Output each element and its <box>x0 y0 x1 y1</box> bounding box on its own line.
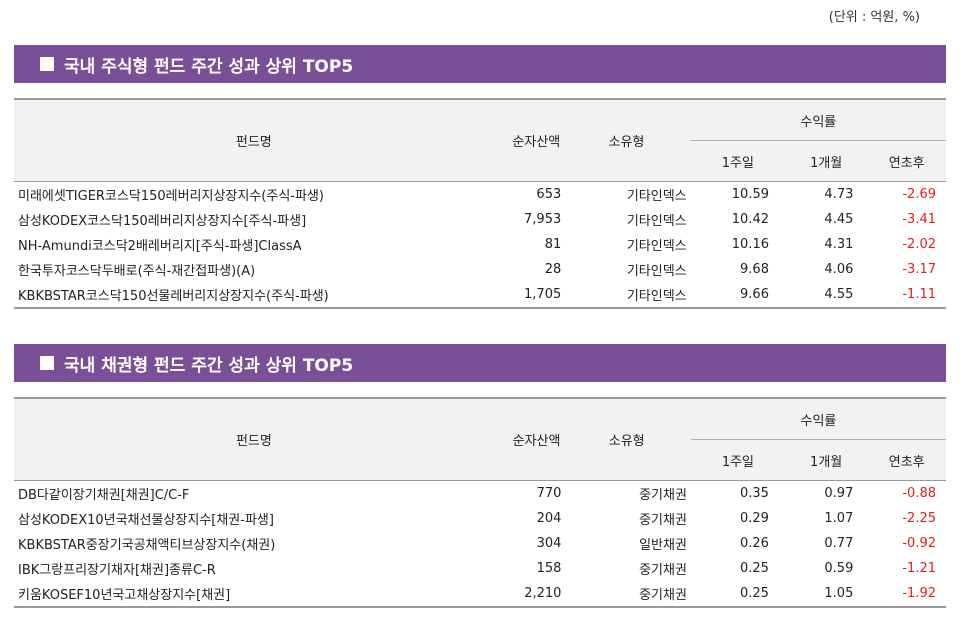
return-1month: 4.73 <box>824 187 854 202</box>
net-assets: 158 <box>536 561 562 576</box>
subtype: 기타인덱스 <box>626 264 687 279</box>
header-subtype: 소유형 <box>561 398 691 481</box>
subtype: 중기채권 <box>639 563 687 578</box>
table-row: IBK그랑프리장기채자[채권]종류C-R 158 중기채권 0.25 0.59 … <box>14 556 946 581</box>
subtype: 중기채권 <box>561 581 691 608</box>
return-ytd: -2.69 <box>902 187 936 202</box>
net-assets: 770 <box>536 486 562 501</box>
return-1week: 0.29 <box>739 511 769 526</box>
subtype: 중기채권 <box>639 488 687 503</box>
return-ytd: -3.41 <box>902 212 936 227</box>
net-assets: 28 <box>544 262 562 277</box>
header-returns: 수익률 <box>690 398 946 440</box>
return-1month: 1.05 <box>784 581 868 608</box>
unit-label: (단위 : 억원, %) <box>828 10 920 25</box>
subtype: 일반채권 <box>639 538 687 553</box>
subtype: 기타인덱스 <box>626 189 687 204</box>
section-title: 국내 채권형 펀드 주간 성과 상위 TOP5 <box>64 355 354 376</box>
equity-fund-section: 국내 주식형 펀드 주간 성과 상위 TOP5 펀드명 순자산액 소유형 수익률… <box>14 45 946 309</box>
return-1month: 1.07 <box>824 511 854 526</box>
net-assets: 204 <box>536 511 562 526</box>
return-1week: 0.25 <box>739 561 769 576</box>
fund-table: 펀드명 순자산액 소유형 수익률 1주일 1개월 연초후 미래에셋TIGER코스… <box>14 98 946 309</box>
fund-name: KBKBSTAR코스닥150선물레버리지상장지수(주식-파생) <box>14 282 491 309</box>
return-1week: 0.25 <box>690 581 785 608</box>
return-1week: 10.16 <box>731 237 769 252</box>
table-row: 한국투자코스닥두배로(주식-재간접파생)(A) 28 기타인덱스 9.68 4.… <box>14 257 946 282</box>
fund-name: KBKBSTAR중장기국공채액티브상장지수(채권) <box>18 538 276 553</box>
fund-name: 키움KOSEF10년국고채상장지수[채권] <box>14 581 491 608</box>
fund-name: IBK그랑프리장기채자[채권]종류C-R <box>18 563 216 578</box>
header-fund-name: 펀드명 <box>14 398 491 481</box>
fund-name: NH-Amundi코스닥2배레버리지[주식-파생]ClassA <box>18 239 302 254</box>
table-row: 키움KOSEF10년국고채상장지수[채권] 2,210 중기채권 0.25 1.… <box>14 581 946 608</box>
return-ytd: -0.92 <box>902 536 936 551</box>
header-ytd: 연초후 <box>867 439 946 481</box>
fund-name: DB다같이장기채권[채권]C/C-F <box>18 488 190 503</box>
header-1month: 1개월 <box>784 439 868 481</box>
square-bullet-icon <box>40 356 54 370</box>
return-ytd: -3.17 <box>902 262 936 277</box>
header-1week: 1주일 <box>690 439 785 481</box>
section-banner: 국내 주식형 펀드 주간 성과 상위 TOP5 <box>14 45 946 83</box>
net-assets: 81 <box>544 237 562 252</box>
return-1week: 9.68 <box>740 262 769 277</box>
table-row: 삼성KODEX10년국채선물상장지수[채권-파생] 204 중기채권 0.29 … <box>14 506 946 531</box>
return-ytd: -1.11 <box>867 282 946 309</box>
net-assets: 304 <box>536 536 562 551</box>
header-fund-name: 펀드명 <box>14 99 491 182</box>
header-returns: 수익률 <box>690 99 946 141</box>
table-row: 삼성KODEX코스닥150레버리지상장지수[주식-파생] 7,953 기타인덱스… <box>14 207 946 232</box>
table-row: DB다같이장기채권[채권]C/C-F 770 중기채권 0.35 0.97 -0… <box>14 481 946 507</box>
return-1week: 0.35 <box>739 486 769 501</box>
fund-name: 삼성KODEX10년국채선물상장지수[채권-파생] <box>18 513 274 528</box>
table-row: 미래에셋TIGER코스닥150레버리지상장지수(주식-파생) 653 기타인덱스… <box>14 182 946 208</box>
return-ytd: -1.92 <box>867 581 946 608</box>
return-1month: 4.06 <box>824 262 854 277</box>
return-1month: 0.97 <box>824 486 854 501</box>
header-1week: 1주일 <box>690 140 785 182</box>
header-subtype: 소유형 <box>561 99 691 182</box>
return-ytd: -1.21 <box>902 561 936 576</box>
header-net-assets: 순자산액 <box>490 99 562 182</box>
fund-table: 펀드명 순자산액 소유형 수익률 1주일 1개월 연초후 DB다같이장기채권[채… <box>14 397 946 608</box>
return-1month: 4.31 <box>824 237 854 252</box>
return-1month: 0.59 <box>824 561 854 576</box>
table-row: NH-Amundi코스닥2배레버리지[주식-파생]ClassA 81 기타인덱스… <box>14 232 946 257</box>
fund-name: 미래에셋TIGER코스닥150레버리지상장지수(주식-파생) <box>18 189 324 204</box>
header-net-assets: 순자산액 <box>490 398 562 481</box>
return-1week: 10.42 <box>731 212 769 227</box>
return-ytd: -0.88 <box>902 486 936 501</box>
fund-name: 삼성KODEX코스닥150레버리지상장지수[주식-파생] <box>18 214 307 229</box>
return-1month: 4.45 <box>824 212 854 227</box>
bond-fund-section: 국내 채권형 펀드 주간 성과 상위 TOP5 펀드명 순자산액 소유형 수익률… <box>14 344 946 608</box>
return-1week: 9.66 <box>690 282 785 309</box>
net-assets: 2,210 <box>490 581 562 608</box>
table-row: KBKBSTAR코스닥150선물레버리지상장지수(주식-파생) 1,705 기타… <box>14 282 946 309</box>
header-1month: 1개월 <box>784 140 868 182</box>
net-assets: 7,953 <box>524 212 562 227</box>
subtype: 중기채권 <box>639 513 687 528</box>
net-assets: 653 <box>536 187 562 202</box>
return-1week: 10.59 <box>731 187 769 202</box>
return-ytd: -2.02 <box>902 237 936 252</box>
return-1month: 0.77 <box>824 536 854 551</box>
subtype: 기타인덱스 <box>626 239 687 254</box>
section-banner: 국내 채권형 펀드 주간 성과 상위 TOP5 <box>14 344 946 382</box>
square-bullet-icon <box>40 57 54 71</box>
return-1month: 4.55 <box>784 282 868 309</box>
net-assets: 1,705 <box>490 282 562 309</box>
return-ytd: -2.25 <box>902 511 936 526</box>
fund-name: 한국투자코스닥두배로(주식-재간접파생)(A) <box>18 264 256 279</box>
subtype: 기타인덱스 <box>626 214 687 229</box>
header-ytd: 연초후 <box>867 140 946 182</box>
table-row: KBKBSTAR중장기국공채액티브상장지수(채권) 304 일반채권 0.26 … <box>14 531 946 556</box>
subtype: 기타인덱스 <box>561 282 691 309</box>
section-title: 국내 주식형 펀드 주간 성과 상위 TOP5 <box>64 56 354 77</box>
return-1week: 0.26 <box>739 536 769 551</box>
